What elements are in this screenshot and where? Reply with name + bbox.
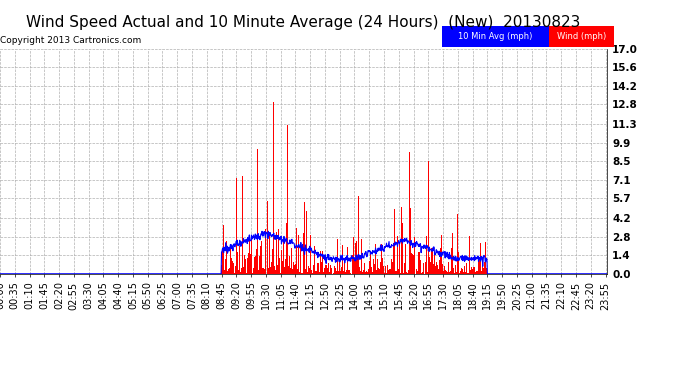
Text: Copyright 2013 Cartronics.com: Copyright 2013 Cartronics.com: [0, 36, 141, 45]
Text: Wind (mph): Wind (mph): [557, 32, 606, 41]
Text: Wind Speed Actual and 10 Minute Average (24 Hours)  (New)  20130823: Wind Speed Actual and 10 Minute Average …: [26, 15, 581, 30]
Text: 10 Min Avg (mph): 10 Min Avg (mph): [458, 32, 532, 41]
